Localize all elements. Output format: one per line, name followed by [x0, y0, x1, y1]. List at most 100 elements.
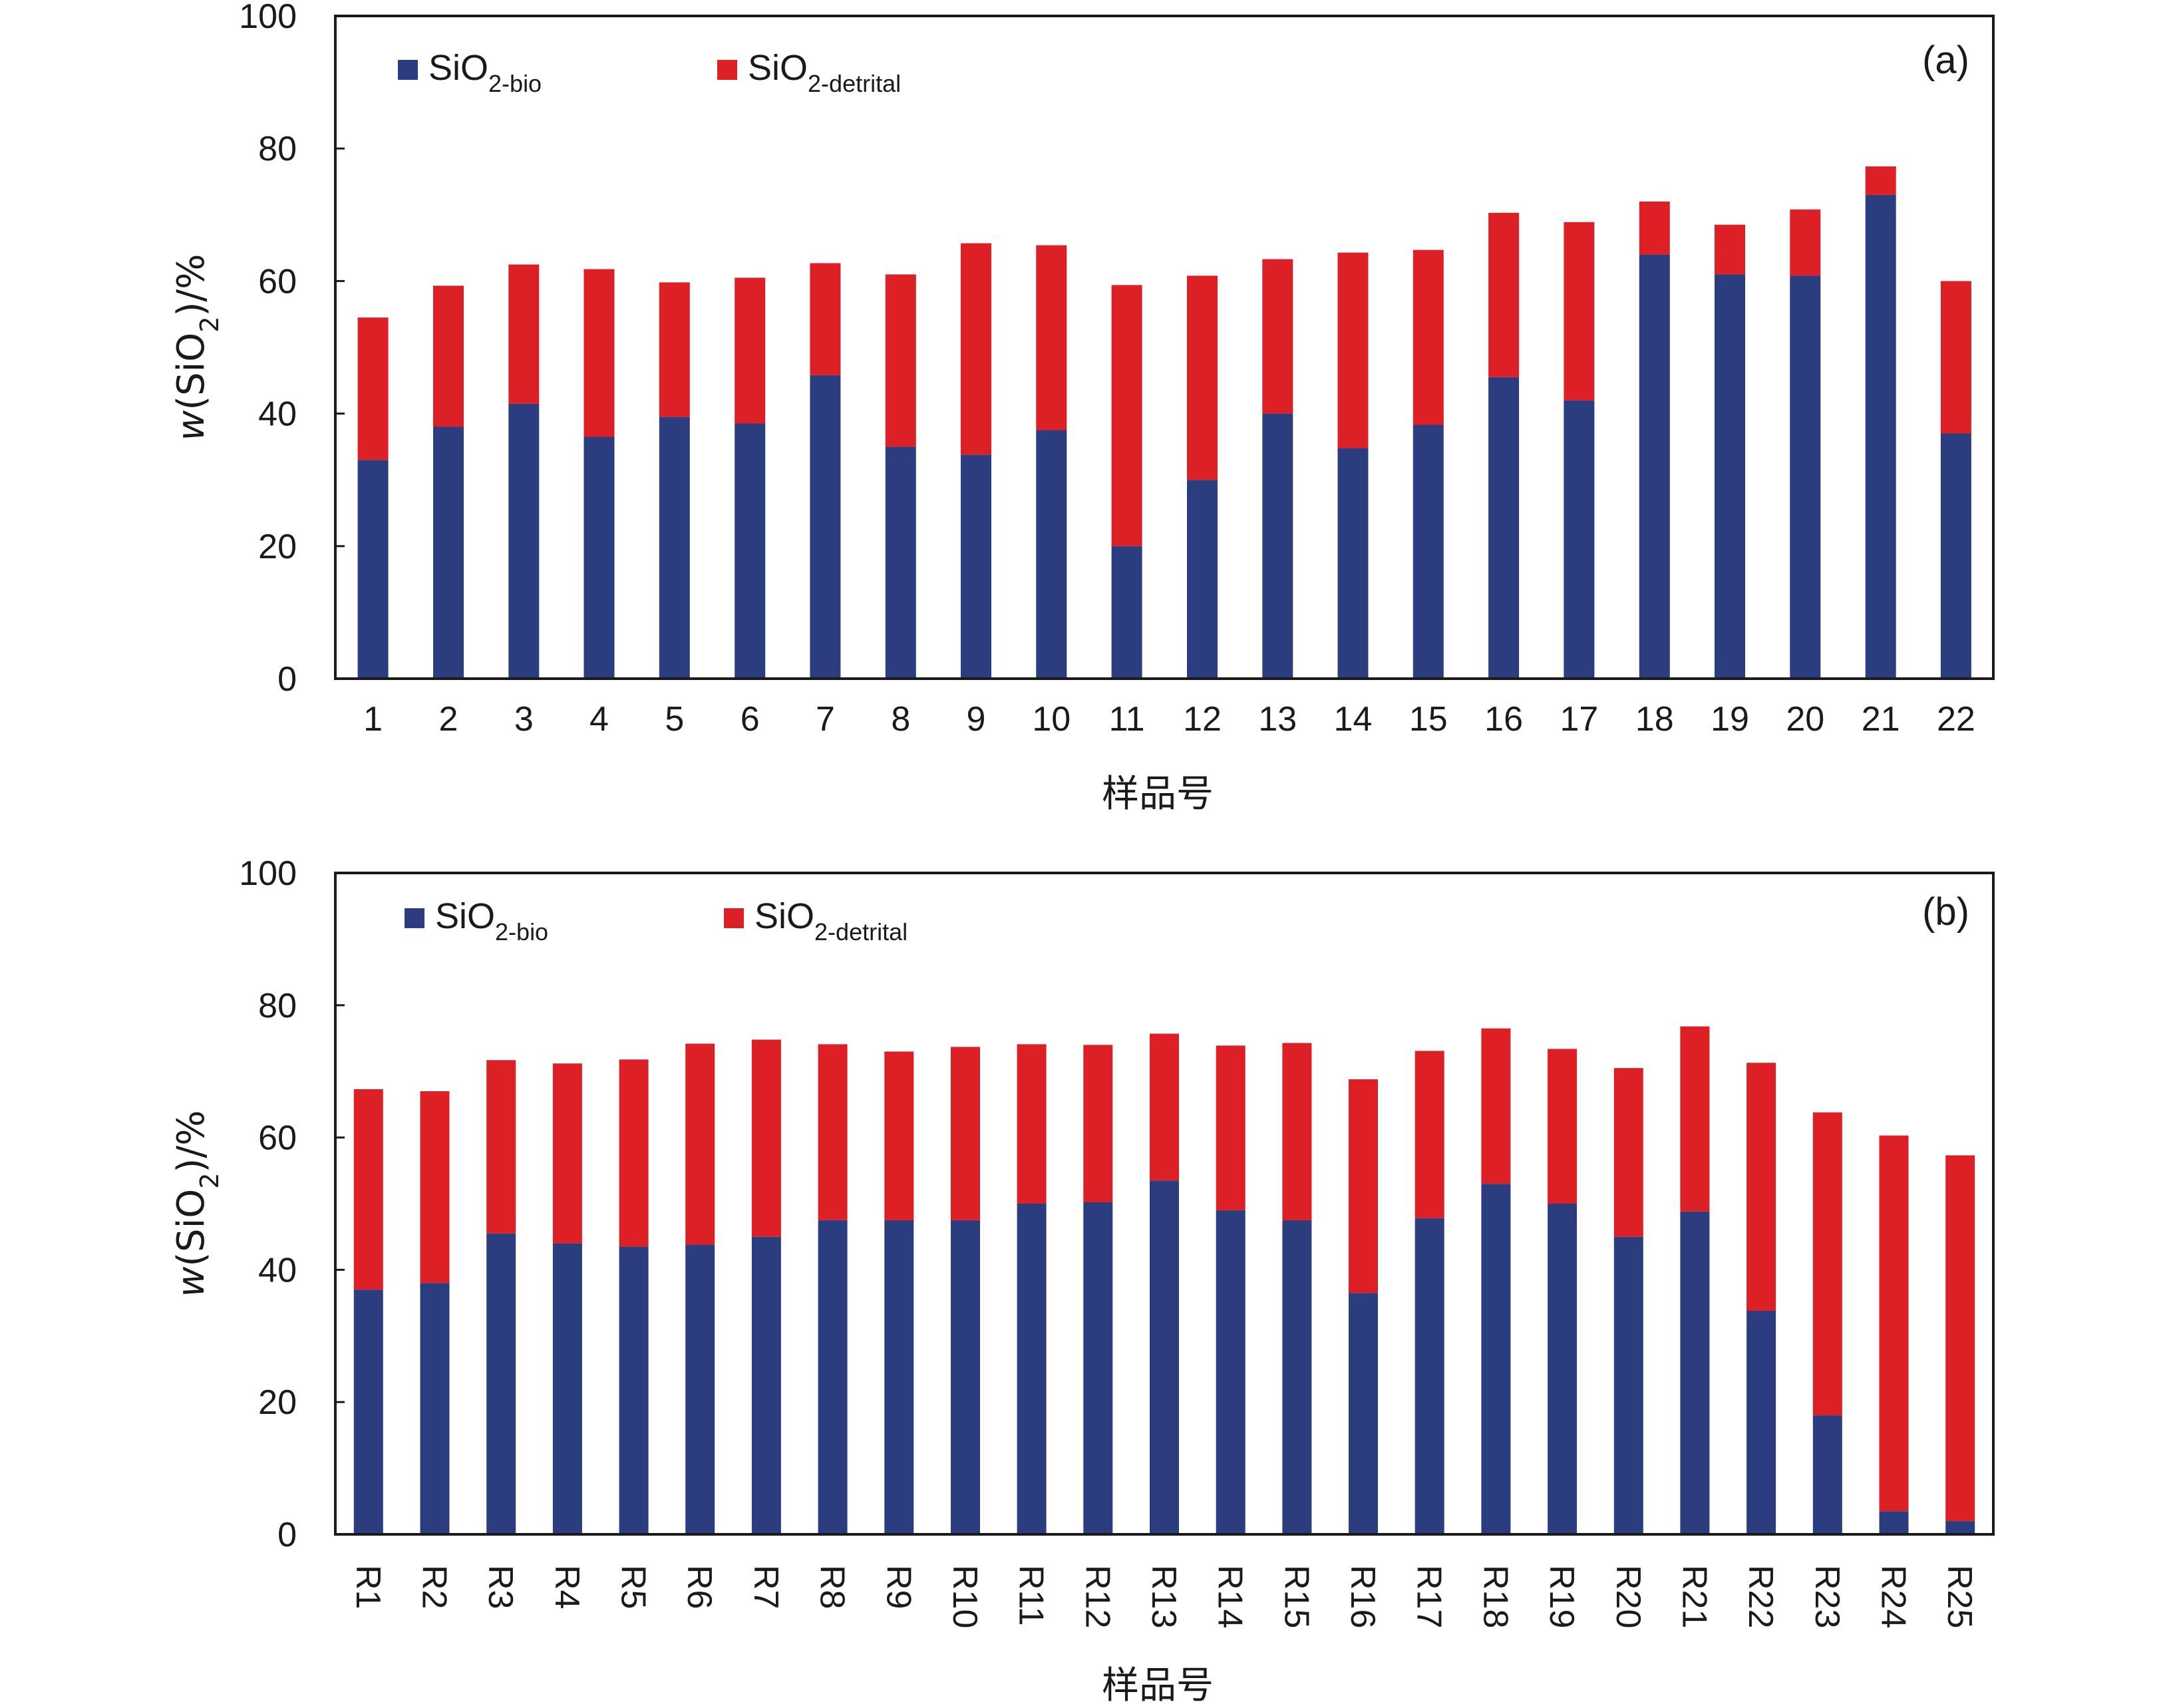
- bar-bio-8: [885, 446, 916, 679]
- bar-detrital-2: [433, 285, 464, 427]
- bar-detrital-R22: [1746, 1063, 1776, 1311]
- bar-detrital-R7: [751, 1039, 781, 1237]
- bar-detrital-14: [1337, 252, 1369, 448]
- bar-bio-16: [1488, 377, 1520, 679]
- x-tick-label: R16: [1343, 1565, 1382, 1628]
- bar-detrital-R11: [1017, 1044, 1047, 1204]
- x-tick-label: R6: [680, 1565, 719, 1609]
- bar-bio-R19: [1548, 1204, 1578, 1534]
- y-tick-label: 40: [258, 1251, 297, 1289]
- bar-bio-12: [1187, 480, 1218, 679]
- bar-detrital-R18: [1481, 1028, 1511, 1184]
- bar-detrital-R23: [1812, 1112, 1842, 1416]
- x-tick-label: 14: [1334, 700, 1373, 739]
- legend-swatch-detrital: [717, 60, 737, 80]
- bar-bio-17: [1564, 400, 1595, 679]
- bar-detrital-19: [1715, 224, 1745, 275]
- bar-detrital-R15: [1282, 1043, 1312, 1220]
- y-tick-label: 60: [258, 262, 297, 301]
- bar-detrital-4: [583, 269, 615, 437]
- bar-detrital-R2: [420, 1091, 450, 1283]
- bar-detrital-R10: [951, 1047, 980, 1220]
- x-axis-title: 样品号: [1102, 772, 1214, 816]
- bar-bio-4: [583, 436, 615, 679]
- bar-bio-9: [961, 454, 991, 679]
- bar-bio-R17: [1414, 1218, 1444, 1534]
- x-tick-label: R5: [614, 1565, 653, 1609]
- legend-swatch-detrital: [724, 908, 744, 928]
- x-tick-label: 20: [1786, 700, 1824, 739]
- bar-detrital-22: [1940, 281, 1971, 434]
- bar-bio-11: [1111, 546, 1142, 679]
- x-tick-label: R23: [1808, 1565, 1846, 1628]
- bar-bio-3: [508, 403, 540, 679]
- bar-detrital-5: [659, 282, 690, 417]
- y-tick-label: 0: [277, 1516, 297, 1554]
- bar-detrital-R4: [552, 1063, 582, 1244]
- bar-detrital-17: [1564, 222, 1595, 401]
- x-tick-label: R1: [349, 1565, 387, 1609]
- bar-detrital-R14: [1216, 1045, 1246, 1210]
- bar-bio-R1: [353, 1289, 383, 1534]
- bar-bio-R8: [818, 1220, 848, 1534]
- bar-detrital-R3: [486, 1060, 516, 1234]
- x-tick-label: 9: [967, 700, 986, 739]
- x-tick-label: 16: [1484, 700, 1523, 739]
- x-tick-label: 5: [665, 700, 684, 739]
- bar-bio-7: [810, 375, 841, 679]
- bar-bio-20: [1790, 275, 1821, 679]
- bar-detrital-15: [1413, 250, 1444, 425]
- bar-detrital-3: [508, 264, 540, 404]
- bar-bio-10: [1036, 430, 1067, 679]
- bar-detrital-R20: [1613, 1068, 1643, 1237]
- bar-bio-R14: [1216, 1210, 1246, 1534]
- bar-bio-19: [1715, 274, 1745, 679]
- bar-detrital-6: [735, 277, 766, 424]
- x-tick-label: 1: [363, 700, 383, 739]
- bar-detrital-R13: [1150, 1033, 1179, 1181]
- legend-swatch-bio: [398, 60, 418, 80]
- x-tick-label: R7: [747, 1565, 785, 1609]
- bar-detrital-10: [1036, 245, 1067, 430]
- x-tick-label: 7: [816, 700, 835, 739]
- bar-bio-1: [357, 460, 389, 679]
- bar-detrital-16: [1488, 212, 1520, 377]
- bar-detrital-9: [961, 243, 991, 455]
- bar-bio-R4: [552, 1243, 582, 1534]
- x-tick-label: 3: [514, 700, 534, 739]
- x-tick-label: 15: [1409, 700, 1448, 739]
- x-tick-label: 12: [1183, 700, 1222, 739]
- legend-label-bio: SiO2-bio: [435, 896, 548, 945]
- bar-bio-R11: [1017, 1204, 1047, 1534]
- x-tick-label: 19: [1711, 700, 1749, 739]
- x-tick-label: R4: [548, 1565, 586, 1609]
- bar-bio-R15: [1282, 1220, 1312, 1534]
- bar-detrital-R6: [685, 1043, 715, 1245]
- x-tick-label: R13: [1144, 1565, 1183, 1628]
- bar-bio-R16: [1349, 1293, 1378, 1534]
- x-tick-label: R22: [1741, 1565, 1780, 1628]
- chart-panel-b: 0 20 40 60 80 100 R1 R2 R3 R4 R5 R6 R7 R8 R9 R10 R11 R12 R…: [170, 854, 1995, 1707]
- x-tick-label: 21: [1862, 700, 1900, 739]
- bar-bio-18: [1639, 254, 1670, 679]
- x-tick-label: R8: [813, 1565, 852, 1609]
- y-tick-label: 60: [258, 1119, 297, 1158]
- bar-detrital-R5: [619, 1059, 649, 1247]
- plot-frame: [334, 15, 1995, 680]
- bar-detrital-1: [357, 317, 389, 460]
- bar-detrital-R1: [353, 1089, 383, 1290]
- panel-label: (a): [1922, 39, 1969, 82]
- y-axis-title: w(SiO2)/%: [170, 1110, 224, 1297]
- y-tick-label: 20: [258, 1383, 297, 1422]
- bar-bio-R9: [884, 1220, 914, 1534]
- bar-detrital-R24: [1879, 1135, 1909, 1512]
- bar-bio-13: [1262, 413, 1293, 679]
- legend-swatch-bio: [405, 908, 424, 928]
- x-tick-label: R9: [879, 1565, 917, 1609]
- bar-detrital-18: [1639, 201, 1670, 255]
- y-tick-label: 20: [258, 528, 297, 566]
- bar-detrital-R21: [1680, 1026, 1710, 1212]
- x-tick-label: R19: [1542, 1565, 1581, 1628]
